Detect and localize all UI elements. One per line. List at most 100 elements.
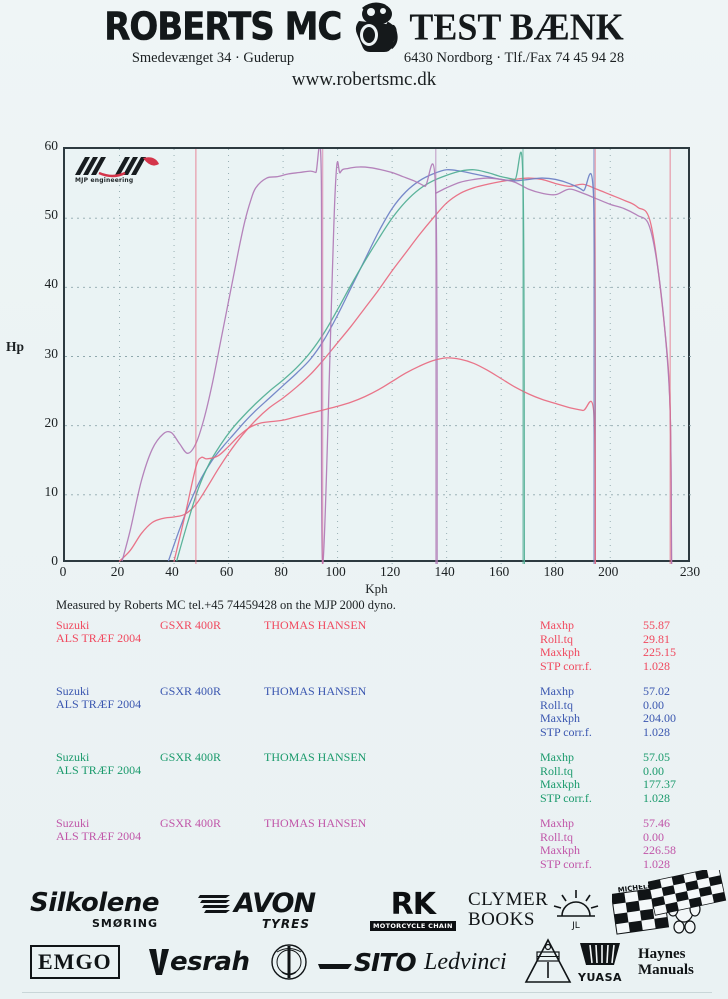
stat-value: 57.46 <box>643 816 670 830</box>
clymer-line2: BOOKS <box>468 909 535 930</box>
silkolene-tagline: SMØRING <box>92 917 159 930</box>
y-axis-ticks: 0 10 20 30 40 50 60 <box>16 138 59 568</box>
stat-row: Maxhp 55.87 <box>540 618 720 632</box>
run-owner: THOMAS HANSEN <box>264 618 367 632</box>
stat-row: Maxkph 177.37 <box>540 777 720 791</box>
stat-key: STP corr.f. <box>540 724 592 739</box>
stat-value: 177.37 <box>643 777 676 791</box>
sponsor-sun: JL <box>552 884 600 936</box>
x-axis-ticks: 0 20 40 60 80 100 120 140 160 180 200 230 <box>59 564 701 584</box>
x-tick-0: 0 <box>59 564 67 579</box>
sponsor-avon: AVON TYRES <box>198 884 316 936</box>
x-tick-100: 100 <box>325 564 346 579</box>
series-1 <box>118 177 673 564</box>
stat-key: Maxhp <box>540 684 574 698</box>
stat-value: 1.028 <box>643 724 670 739</box>
run-model: GSXR 400R <box>160 684 222 698</box>
run-model: GSXR 400R <box>160 618 222 632</box>
stat-key: Maxhp <box>540 750 574 764</box>
stat-value: 29.81 <box>643 631 670 646</box>
x-tick-40: 40 <box>165 564 179 579</box>
x-tick-20: 20 <box>110 564 125 579</box>
sponsor-silkolene: Silkolene SMØRING <box>30 884 159 936</box>
x-tick-160: 160 <box>489 564 510 579</box>
address-right: 6430 Nordborg · Tlf./Fax 74 45 94 28 <box>403 50 625 66</box>
y-tick-20: 20 <box>44 414 59 430</box>
stat-value: 57.05 <box>643 750 670 764</box>
sponsor-sito: SITO <box>318 936 417 988</box>
stat-row: Roll.tq 0.00 <box>540 698 720 712</box>
measured-note: Measured by Roberts MC tel.+45 74459428 … <box>56 598 396 612</box>
plot-area: MJP engineering <box>63 147 692 564</box>
haynes-line1: Haynes <box>638 945 686 962</box>
header-title-row: ROBERTS MC TEST BÆNK <box>0 2 728 52</box>
stat-key: Roll.tq <box>540 829 574 844</box>
stat-key: Maxhp <box>540 618 574 632</box>
checkered-flag-icon <box>648 870 727 916</box>
y-tick-0: 0 <box>51 553 58 568</box>
vesrah-v-icon <box>149 949 169 975</box>
x-tick-60: 60 <box>219 564 234 579</box>
stat-key: Maxkph <box>540 843 580 857</box>
stat-key: STP corr.f. <box>540 856 592 871</box>
run-stats: Maxhp 57.02 Roll.tq 0.00 Maxkph 204.00 STP cor… <box>540 684 720 739</box>
run-event: ALS TRÆF 2004 <box>56 631 142 645</box>
sponsor-triangle-emblem <box>524 936 572 988</box>
stat-key: STP corr.f. <box>540 658 592 673</box>
sponsor-row-2: EMGO esrah SITO Ledvinci <box>0 936 728 988</box>
run-make: Suzuki <box>56 684 90 698</box>
y-tick-60: 60 <box>44 138 59 153</box>
mjp-engineering-logo-icon <box>75 157 159 178</box>
website-url: www.robertsmc.dk <box>291 69 437 90</box>
stat-row: Maxhp 57.46 <box>540 816 720 830</box>
series-6 <box>435 177 673 564</box>
stat-value: 0.00 <box>643 829 664 844</box>
x-tick-180: 180 <box>543 564 564 579</box>
circular-emblem-icon <box>271 944 307 980</box>
stat-row: Maxhp 57.05 <box>540 750 720 764</box>
stat-row: Maxhp 57.02 <box>540 684 720 698</box>
vesrah-wordmark: esrah <box>170 947 250 977</box>
run-make: Suzuki <box>56 618 90 632</box>
rk-wordmark: RK <box>390 886 436 922</box>
y-axis-label: Hp <box>6 339 25 354</box>
svg-text:MICHELIN: MICHELIN <box>617 885 656 895</box>
run-model: GSXR 400R <box>160 816 222 830</box>
x-tick-80: 80 <box>274 564 288 579</box>
y-tick-10: 10 <box>44 483 59 499</box>
x-tick-230: 230 <box>679 564 701 579</box>
stat-key: Maxkph <box>540 711 580 725</box>
avon-stripes-icon <box>198 895 230 913</box>
sponsor-haynes: Haynes Manuals <box>638 936 694 988</box>
x-tick-200: 200 <box>598 564 619 579</box>
run-row: Suzuki ALS TRÆF 2004 GSXR 400R THOMAS HANSE… <box>0 618 728 684</box>
stat-row: STP corr.f. 1.028 <box>540 857 720 871</box>
run-event: ALS TRÆF 2004 <box>56 829 142 843</box>
stat-row: STP corr.f. 1.028 <box>540 659 720 673</box>
stat-key: Roll.tq <box>540 697 574 712</box>
sito-dash-icon <box>318 964 352 969</box>
sponsor-clymer: CLYMER BOOKS <box>468 884 548 936</box>
stat-value: 225.15 <box>643 645 676 659</box>
run-row: Suzuki ALS TRÆF 2004 GSXR 400R THOMAS HANSE… <box>0 816 728 882</box>
run-row: Suzuki ALS TRÆF 2004 GSXR 400R THOMAS HANSE… <box>0 684 728 750</box>
run-list: Suzuki ALS TRÆF 2004 GSXR 400R THOMAS HANSE… <box>0 618 728 882</box>
stat-key: STP corr.f. <box>540 790 592 805</box>
page-header: ROBERTS MC TEST BÆNK Smedevænget 34 · Gu… <box>0 2 728 96</box>
stat-row: Maxkph 225.15 <box>540 645 720 659</box>
plot-svg <box>65 149 692 564</box>
silkolene-wordmark: Silkolene <box>30 888 159 918</box>
x-tick-120: 120 <box>380 564 401 579</box>
mjp-watermark-text: MJP engineering <box>75 177 134 184</box>
stat-value: 226.58 <box>643 843 676 857</box>
stat-key: Roll.tq <box>540 631 574 646</box>
yuasa-crown-icon <box>580 942 620 965</box>
sponsor-yuasa: YUASA <box>578 936 622 988</box>
y-tick-30: 30 <box>44 345 59 361</box>
stat-key: Maxkph <box>540 645 580 659</box>
y-tick-40: 40 <box>44 276 59 292</box>
triangle-emblem-icon <box>524 938 572 983</box>
clymer-line1: CLYMER <box>468 889 549 911</box>
sponsor-ledvinci: Ledvinci <box>424 936 507 988</box>
run-event: ALS TRÆF 2004 <box>56 763 142 777</box>
